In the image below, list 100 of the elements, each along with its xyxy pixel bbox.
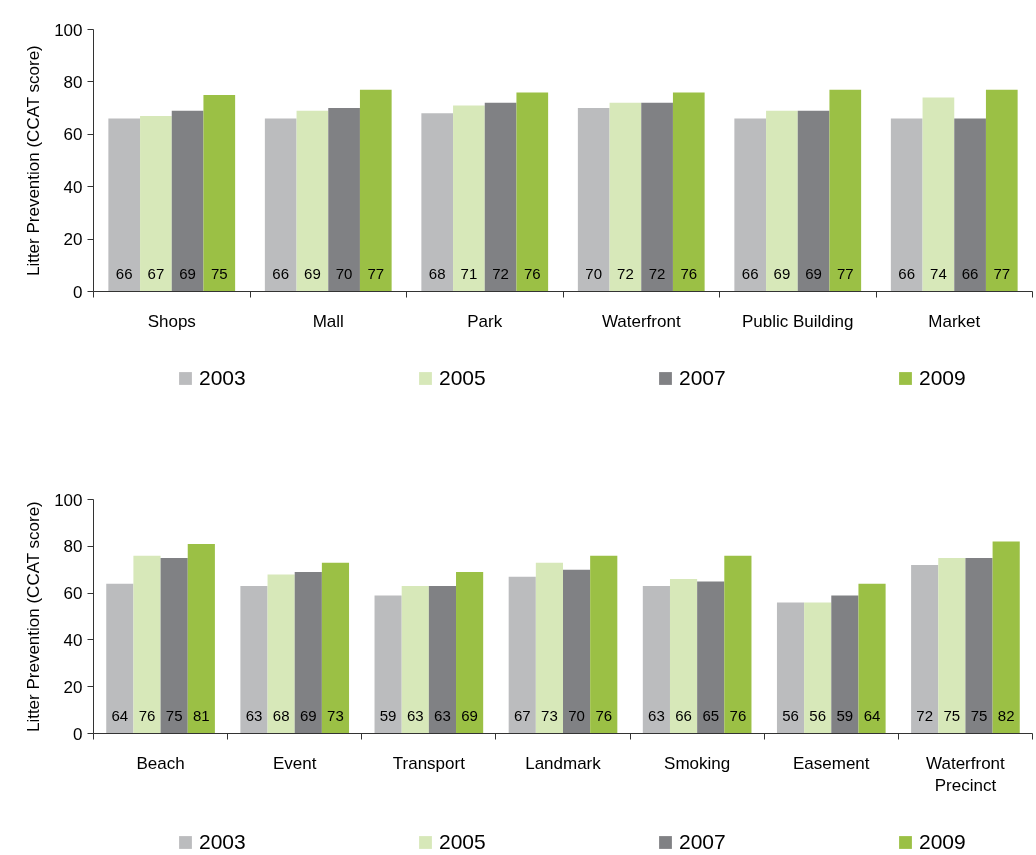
y-tick-label: 80 [63, 537, 83, 557]
y-tick-label: 40 [63, 177, 83, 197]
data-label: 56 [782, 706, 799, 724]
bar [374, 595, 402, 734]
bar [724, 555, 752, 734]
bar [911, 565, 939, 734]
data-label: 56 [809, 706, 827, 724]
x-tick-label: Mall [312, 311, 344, 331]
bar [401, 586, 429, 734]
bar [563, 569, 591, 734]
bar [296, 110, 329, 292]
data-label: 69 [461, 706, 478, 724]
bar [264, 118, 297, 292]
data-label: 77 [367, 264, 385, 282]
data-label: 63 [406, 706, 424, 724]
data-label: 73 [541, 706, 558, 724]
data-label: 66 [961, 264, 979, 282]
data-label: 67 [513, 706, 531, 724]
y-tick-label: 0 [73, 724, 83, 744]
y-tick-label: 0 [73, 282, 83, 302]
legend-label: 2007 [679, 830, 727, 854]
bar [697, 581, 725, 734]
data-label: 66 [115, 264, 133, 282]
y-tick-label: 60 [63, 584, 83, 604]
bar [590, 555, 618, 734]
bar [240, 586, 268, 734]
y-axis-title: Litter Prevention (CCAT score) [24, 45, 44, 277]
bar [641, 102, 673, 292]
bar [516, 92, 549, 292]
data-label: 72 [648, 264, 666, 282]
bar [992, 541, 1020, 734]
data-label: 73 [327, 706, 344, 724]
data-label: 75 [970, 706, 988, 724]
data-label: 71 [460, 264, 478, 282]
data-label: 70 [568, 706, 585, 724]
data-label: 77 [836, 264, 854, 282]
data-label: 69 [304, 264, 321, 282]
x-tick-label: Landmark [525, 753, 602, 773]
bar [734, 118, 767, 292]
x-tick-label: Waterfront [601, 311, 681, 331]
data-label: 59 [836, 706, 854, 724]
data-label: 69 [773, 264, 791, 282]
bar [609, 102, 642, 292]
legend-label: 2007 [679, 366, 727, 390]
bar [456, 572, 484, 734]
data-label: 68 [428, 264, 446, 282]
bar [421, 113, 454, 292]
x-tick-label: Public Building [741, 311, 854, 331]
data-label: 69 [179, 264, 196, 282]
legend-label: 2009 [919, 366, 967, 390]
data-label: 66 [272, 264, 290, 282]
data-label: 75 [165, 706, 183, 724]
data-label: 64 [111, 706, 129, 724]
data-label: 59 [379, 706, 397, 724]
bar [965, 558, 993, 734]
data-label: 82 [997, 706, 1015, 724]
bar [140, 115, 172, 292]
bar [831, 595, 859, 734]
data-label: 70 [585, 264, 603, 282]
bar [508, 576, 536, 734]
bar [187, 543, 215, 734]
data-label: 72 [916, 706, 934, 724]
data-label: 70 [335, 264, 353, 282]
x-tick-label: Event [272, 753, 317, 773]
bar [171, 110, 204, 292]
bar [453, 105, 485, 292]
data-label: 76 [595, 706, 613, 724]
data-label: 66 [675, 706, 692, 724]
bar [484, 102, 517, 292]
y-axis-title: Litter Prevention (CCAT score) [24, 501, 44, 733]
bar [203, 95, 236, 292]
bar [858, 583, 886, 734]
data-label: 72 [617, 264, 634, 282]
y-tick-label: 80 [63, 72, 83, 92]
x-tick-label: Waterfront Precinct [926, 753, 1006, 796]
data-label: 67 [147, 264, 165, 282]
bar [133, 555, 161, 734]
x-tick-label: Easement [793, 753, 870, 773]
x-tick-label: Park [467, 311, 503, 331]
bar [672, 92, 705, 292]
x-tick-label: Beach [136, 753, 185, 773]
x-tick-label: Transport [392, 753, 466, 773]
bar [328, 108, 360, 292]
data-label: 76 [680, 264, 698, 282]
bar [766, 110, 798, 292]
data-label: 76 [138, 706, 156, 724]
data-label: 66 [898, 264, 916, 282]
data-label: 64 [863, 706, 881, 724]
bar [669, 579, 698, 734]
y-tick-label: 20 [63, 230, 83, 250]
bar [321, 562, 350, 734]
y-tick-label: 100 [54, 490, 83, 510]
legend-label: 2003 [199, 830, 247, 854]
bar [359, 89, 392, 292]
data-label: 63 [245, 706, 263, 724]
x-tick-label: Smoking [664, 753, 731, 773]
data-label: 72 [492, 264, 509, 282]
y-tick-label: 40 [63, 630, 83, 650]
bar [108, 118, 141, 292]
y-tick-label: 60 [63, 125, 83, 145]
